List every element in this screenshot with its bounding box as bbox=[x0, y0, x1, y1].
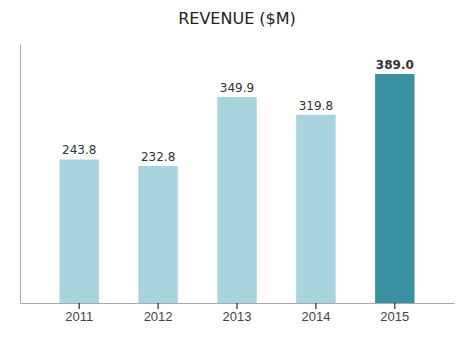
x-tick-mark bbox=[158, 303, 159, 309]
bars bbox=[59, 74, 414, 303]
x-tick: 2014 bbox=[301, 303, 330, 324]
x-axis: 2011 2012 2013 2014 2015 bbox=[21, 303, 455, 324]
x-tick-mark bbox=[79, 303, 80, 309]
title: REVENUE ($M) bbox=[178, 9, 296, 28]
x-tick-label: 2013 bbox=[223, 309, 252, 324]
bar bbox=[138, 166, 177, 303]
y-axis-line bbox=[20, 45, 21, 304]
x-tick: 2013 bbox=[223, 303, 252, 324]
x-tick: 2015 bbox=[380, 303, 409, 324]
x-tick-mark bbox=[237, 303, 238, 309]
x-tick-mark bbox=[315, 303, 316, 309]
data-label: 349.9 bbox=[220, 81, 254, 95]
x-tick-label: 2011 bbox=[65, 309, 93, 324]
bar bbox=[59, 159, 98, 303]
chart: 2011 2012 2013 2014 2015 243.8 232.8 349.9 319.8… bbox=[0, 0, 474, 337]
x-tick-label: 2014 bbox=[301, 309, 330, 324]
x-tick: 2012 bbox=[144, 303, 173, 324]
data-label: 232.8 bbox=[141, 150, 175, 164]
data-label: 243.8 bbox=[62, 143, 96, 157]
data-labels: 243.8 232.8 349.9 319.8 389.0 bbox=[62, 58, 414, 164]
data-label: 389.0 bbox=[376, 58, 414, 72]
x-tick-mark bbox=[394, 303, 395, 309]
x-tick-label: 2015 bbox=[380, 309, 409, 324]
bar bbox=[296, 115, 335, 303]
x-tick-label: 2012 bbox=[144, 309, 173, 324]
data-label: 319.8 bbox=[299, 99, 333, 113]
y-axis bbox=[20, 45, 21, 304]
bar bbox=[217, 97, 256, 303]
bar bbox=[375, 74, 414, 303]
plot: 2011 2012 2013 2014 2015 243.8 232.8 349.9 319.8… bbox=[21, 45, 455, 325]
x-tick: 2011 bbox=[65, 303, 93, 324]
